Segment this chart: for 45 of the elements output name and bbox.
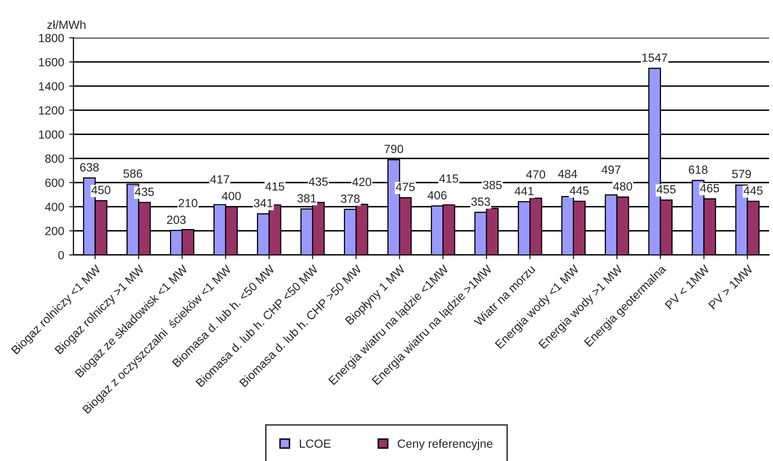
- data-label: 445: [570, 186, 589, 195]
- data-label: 381: [297, 194, 316, 202]
- data-label: 385: [482, 180, 502, 190]
- data-label: 455: [656, 185, 676, 194]
- data-label: 445: [744, 186, 763, 195]
- legend-label: Ceny referencyjne: [398, 439, 492, 450]
- data-label: 341: [254, 198, 273, 208]
- data-label: 378: [340, 194, 360, 203]
- data-label: 203: [167, 216, 186, 224]
- data-label: 400: [222, 192, 241, 200]
- data-label: 618: [688, 166, 708, 174]
- data-label: 470: [526, 170, 546, 179]
- y-tick-label: 400: [44, 202, 64, 212]
- data-label: 450: [91, 186, 110, 194]
- data-label: 406: [428, 191, 447, 200]
- y-tick-label: 1000: [39, 130, 64, 139]
- data-label: 638: [80, 163, 99, 172]
- data-label: 497: [602, 166, 620, 174]
- data-label: 415: [439, 174, 458, 183]
- data-label: 417: [210, 175, 230, 184]
- y-axis-title: zł/MWh: [47, 20, 86, 29]
- y-tick-label: 0: [58, 250, 64, 260]
- data-label: 353: [471, 197, 490, 206]
- data-label: 475: [396, 182, 415, 192]
- y-tick-label: 200: [45, 226, 64, 236]
- data-label: 586: [123, 169, 142, 178]
- data-label: 480: [613, 182, 632, 191]
- data-label: 790: [384, 144, 404, 154]
- y-tick-label: 600: [45, 178, 64, 187]
- legend-label: LCOE: [300, 439, 331, 448]
- data-label: 210: [178, 198, 198, 208]
- data-label: 579: [732, 170, 751, 178]
- y-tick-label: 1200: [39, 106, 64, 115]
- data-label: 435: [134, 188, 154, 196]
- y-tick-label: 1600: [39, 58, 64, 66]
- data-label: 415: [265, 182, 284, 191]
- data-label: 465: [700, 184, 720, 192]
- data-label: 435: [308, 177, 328, 186]
- y-tick-label: 1400: [39, 82, 64, 90]
- y-tick-label: 800: [45, 154, 64, 163]
- data-label: 441: [514, 187, 534, 196]
- data-label: 484: [558, 170, 578, 178]
- y-tick-label: 1800: [39, 34, 64, 42]
- data-label: 1547: [642, 54, 668, 62]
- data-label: 420: [352, 178, 372, 186]
